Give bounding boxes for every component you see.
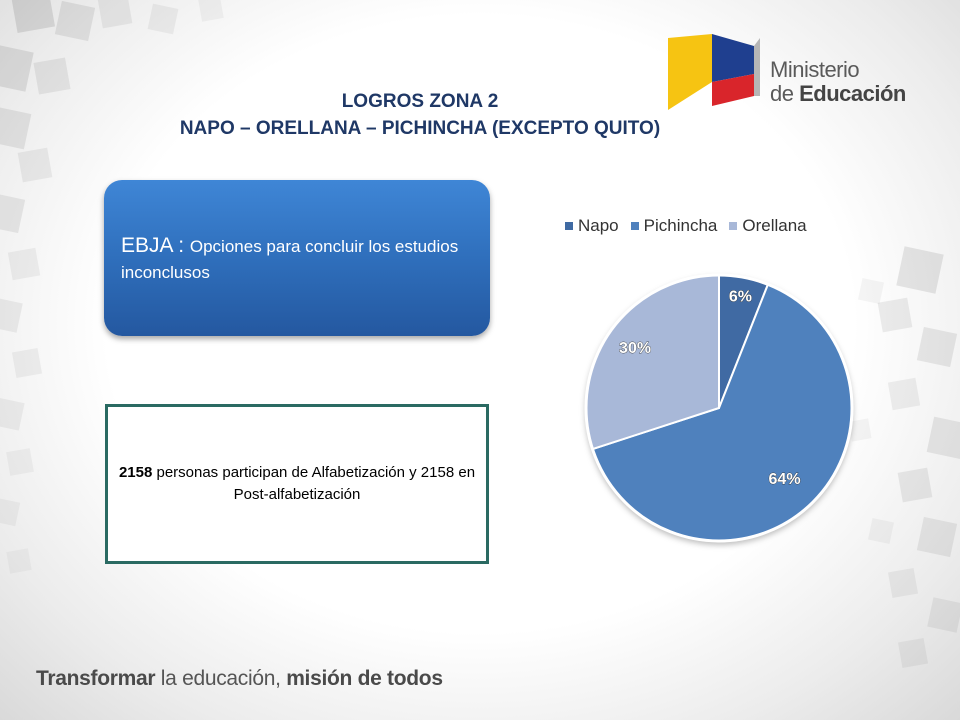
footer-bold-2: misión de todos (286, 667, 443, 690)
legend-item-pichincha: Pichincha (630, 216, 718, 236)
footer-middle: la educación, (155, 667, 287, 690)
legend-swatch-orellana (729, 222, 738, 230)
legend-swatch-napo (565, 222, 573, 230)
background-square (916, 326, 958, 368)
background-square (916, 516, 958, 558)
legend-item-napo: Napo (565, 216, 619, 236)
pie-label-orellana: 30% (619, 340, 651, 357)
logo-prefix: de (770, 81, 800, 106)
title-line-1: LOGROS ZONA 2 (341, 91, 499, 112)
participants-description: personas participan de Alfabetización y … (152, 464, 476, 503)
ministerio-logo-text: Ministerio de Educación (770, 58, 906, 106)
background-square (33, 57, 71, 95)
background-square (147, 3, 179, 35)
background-square (7, 247, 41, 281)
background-square (6, 448, 34, 476)
background-square (877, 297, 913, 333)
ministerio-flag-logo-icon (668, 34, 760, 110)
ebja-callout: EBJA : Opciones para concluir los estudi… (104, 180, 490, 336)
legend-label-napo: Napo (578, 216, 619, 235)
background-square (0, 297, 23, 333)
participants-number: 2158 (118, 464, 153, 481)
background-square (857, 277, 885, 305)
background-square (54, 0, 96, 42)
footer-bold-1: Transformar (36, 667, 156, 690)
background-square (17, 147, 53, 183)
legend-swatch-pichincha (630, 222, 639, 230)
background-square (0, 497, 21, 527)
background-square (897, 637, 929, 669)
background-square (926, 416, 960, 460)
background-square (11, 347, 43, 379)
page-title: LOGROS ZONA 2 NAPO – ORELLANA – PICHINCH… (60, 88, 780, 142)
background-square (927, 597, 960, 633)
background-square (198, 0, 224, 22)
logo-line-1: Ministerio (770, 57, 860, 82)
background-square (848, 418, 872, 442)
background-square (0, 192, 26, 234)
footer-slogan: Transformar la educación, misión de todo… (36, 667, 443, 691)
background-square (97, 0, 133, 29)
title-line-2: NAPO – ORELLANA – PICHINCHA (EXCEPTO QUI… (179, 118, 661, 139)
legend-item-orellana: Orellana (729, 216, 807, 236)
participants-box: 2158 personas participan de Alfabetizaci… (105, 404, 489, 564)
ebja-description: Opciones para concluir los estudios inco… (121, 237, 459, 282)
background-square (0, 397, 25, 431)
background-square (0, 44, 34, 92)
chart-legend: Napo Pichincha Orellana (565, 216, 819, 236)
background-square (887, 377, 921, 411)
logo-bold: Educación (799, 81, 906, 106)
background-square (896, 246, 944, 294)
legend-label-pichincha: Pichincha (643, 216, 718, 235)
background-square (867, 517, 895, 545)
pie-label-napo: 6% (729, 289, 752, 306)
pie-rim (584, 273, 854, 543)
background-square (897, 467, 933, 503)
background-square (6, 548, 31, 573)
ebja-heading: EBJA : (121, 234, 190, 257)
background-square (10, 0, 56, 34)
background-square (887, 567, 919, 599)
background-square (0, 106, 32, 150)
pie-label-pichincha: 64% (769, 471, 801, 488)
logo-line-2: de Educación (770, 82, 906, 106)
legend-label-orellana: Orellana (742, 216, 807, 235)
pie-chart: 6% 64% 30% (584, 273, 854, 543)
participants-text: 2158 personas participan de Alfabetizaci… (118, 462, 476, 506)
